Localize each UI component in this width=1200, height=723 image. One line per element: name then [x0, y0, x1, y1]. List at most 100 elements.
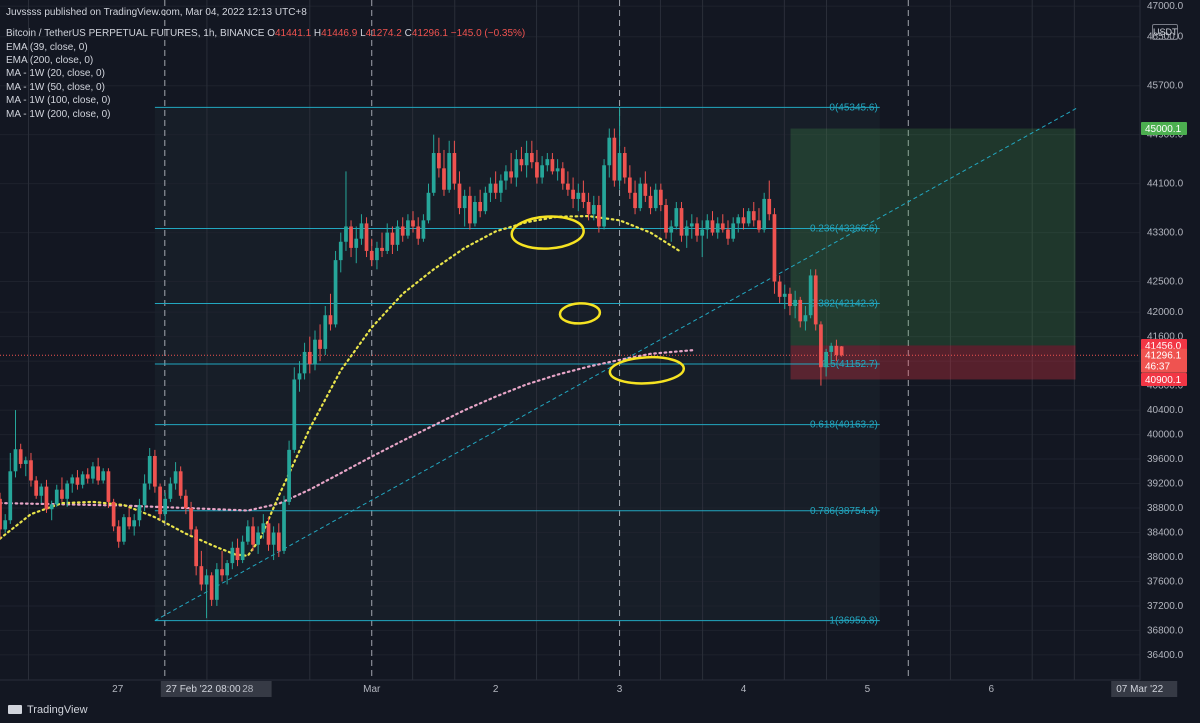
fib-level-label: 0.236(43366.6) — [810, 224, 878, 235]
candle-body — [658, 189, 663, 206]
candle-body — [772, 214, 777, 282]
candle-body — [70, 477, 75, 484]
candle-body — [566, 183, 570, 190]
candle-body — [127, 517, 131, 527]
candle-body — [230, 547, 235, 564]
candle-body — [8, 471, 13, 521]
price-tick-label: 44100.0 — [1147, 179, 1184, 190]
candle-body — [3, 520, 8, 530]
footer-bar: TradingView — [0, 699, 1200, 723]
candle-body — [44, 486, 49, 510]
candle-body — [75, 477, 80, 485]
candlestick-chart[interactable]: 0(45345.6) 0.236(43366.6) 0.382(42142.3) 0.… — [0, 0, 1200, 700]
candle-body — [483, 192, 488, 212]
candle-body — [400, 226, 405, 236]
candle-body — [602, 165, 606, 227]
candle-body — [612, 137, 617, 181]
candle-body — [199, 566, 204, 585]
candle-body — [416, 226, 421, 239]
candle-body — [457, 183, 462, 209]
candle-body — [380, 247, 384, 251]
candle-body — [664, 205, 668, 233]
price-tick-label: 44900.0 — [1147, 130, 1184, 141]
publisher-line: Juvssss published on TradingView.com, Ma… — [6, 7, 307, 18]
candle-body — [535, 162, 539, 178]
candle-body — [473, 201, 477, 224]
price-tick-label: 43300.0 — [1147, 228, 1184, 239]
candle-body — [529, 153, 534, 163]
candle-body — [793, 299, 798, 307]
currency-badge[interactable]: USDT — [1152, 24, 1178, 40]
price-label-text: 45000.1 — [1145, 124, 1182, 135]
time-tick-label: Mar — [363, 684, 381, 695]
tradingview-logo-icon — [8, 705, 22, 714]
candle-body — [788, 293, 792, 307]
candle-body — [251, 526, 255, 545]
candle-body — [586, 201, 591, 215]
candle-body — [375, 247, 379, 261]
candle-body — [514, 159, 519, 178]
indicator-ema-39[interactable]: EMA (39, close, 0) — [6, 42, 88, 53]
candle-body — [633, 192, 637, 209]
price-label-badge — [1141, 348, 1187, 373]
candle-body — [60, 489, 64, 499]
indicator-ma-1w-200[interactable]: MA - 1W (200, close, 0) — [6, 109, 111, 120]
candle-body — [101, 471, 106, 481]
candle-body — [137, 504, 142, 521]
price-tick-label: 45700.0 — [1147, 81, 1184, 92]
candle-body — [276, 532, 281, 551]
indicator-ma-1w-50[interactable]: MA - 1W (50, close, 0) — [6, 82, 105, 93]
candle-body — [323, 315, 328, 349]
price-tick-label: 47000.0 — [1147, 1, 1184, 12]
time-tick-label: 28 — [242, 684, 254, 695]
candle-body — [824, 351, 828, 368]
candle-body — [147, 455, 152, 484]
candle-body — [741, 217, 746, 224]
annotation-circle — [608, 355, 686, 385]
price-label-text: 40900.1 — [1145, 375, 1182, 386]
price-tick-label: 38000.0 — [1147, 552, 1184, 563]
candle-body — [504, 171, 508, 181]
time-tick-label: 07 Mar '22 — [1116, 684, 1163, 695]
candle-body — [307, 351, 312, 365]
candle-body — [695, 223, 699, 236]
price-label-badge — [1141, 372, 1187, 386]
candle-body — [256, 532, 260, 545]
time-tick-label: 4 — [741, 684, 747, 695]
candle-body — [689, 223, 694, 227]
fib-level-label: 0(45345.6) — [829, 102, 877, 113]
ohlc-close-label: C — [404, 28, 412, 39]
candle-body — [163, 498, 168, 515]
price-tick-label: 36400.0 — [1147, 650, 1184, 661]
candle-body — [184, 495, 188, 509]
indicator-ma-1w-20[interactable]: MA - 1W (20, close, 0) — [6, 68, 105, 79]
candle-body — [597, 205, 601, 227]
candle-body — [829, 345, 834, 352]
candle-body — [54, 489, 59, 505]
candle-body — [214, 569, 219, 600]
candle-body — [359, 223, 364, 239]
candle-body — [318, 339, 322, 349]
candle-body — [705, 220, 710, 230]
ohlc-low: 41274.2 — [365, 28, 402, 39]
candle-body — [333, 260, 338, 325]
annotation-circle — [558, 302, 602, 325]
candle-body — [468, 195, 472, 224]
candle-body — [80, 474, 85, 485]
candle-body — [364, 223, 369, 251]
candle-body — [390, 232, 395, 245]
price-label-text: 41296.1 — [1145, 351, 1182, 362]
candle-body — [627, 177, 632, 193]
candle-body — [746, 211, 751, 224]
indicator-ma-1w-100[interactable]: MA - 1W (100, close, 0) — [6, 95, 111, 106]
candle-body — [560, 168, 565, 184]
candle-body — [710, 220, 715, 233]
candle-body — [437, 153, 441, 169]
fib-level-label: 0.382(42142.3) — [810, 298, 878, 309]
symbol-legend[interactable]: Bitcoin / TetherUS PERPETUAL FUTURES, 1h… — [6, 27, 525, 40]
price-tick-label: 40000.0 — [1147, 430, 1184, 441]
tradingview-logo[interactable]: TradingView — [8, 704, 88, 716]
price-label-badge — [1141, 122, 1187, 136]
candle-body — [498, 180, 503, 193]
indicator-ema-200[interactable]: EMA (200, close, 0) — [6, 55, 94, 66]
